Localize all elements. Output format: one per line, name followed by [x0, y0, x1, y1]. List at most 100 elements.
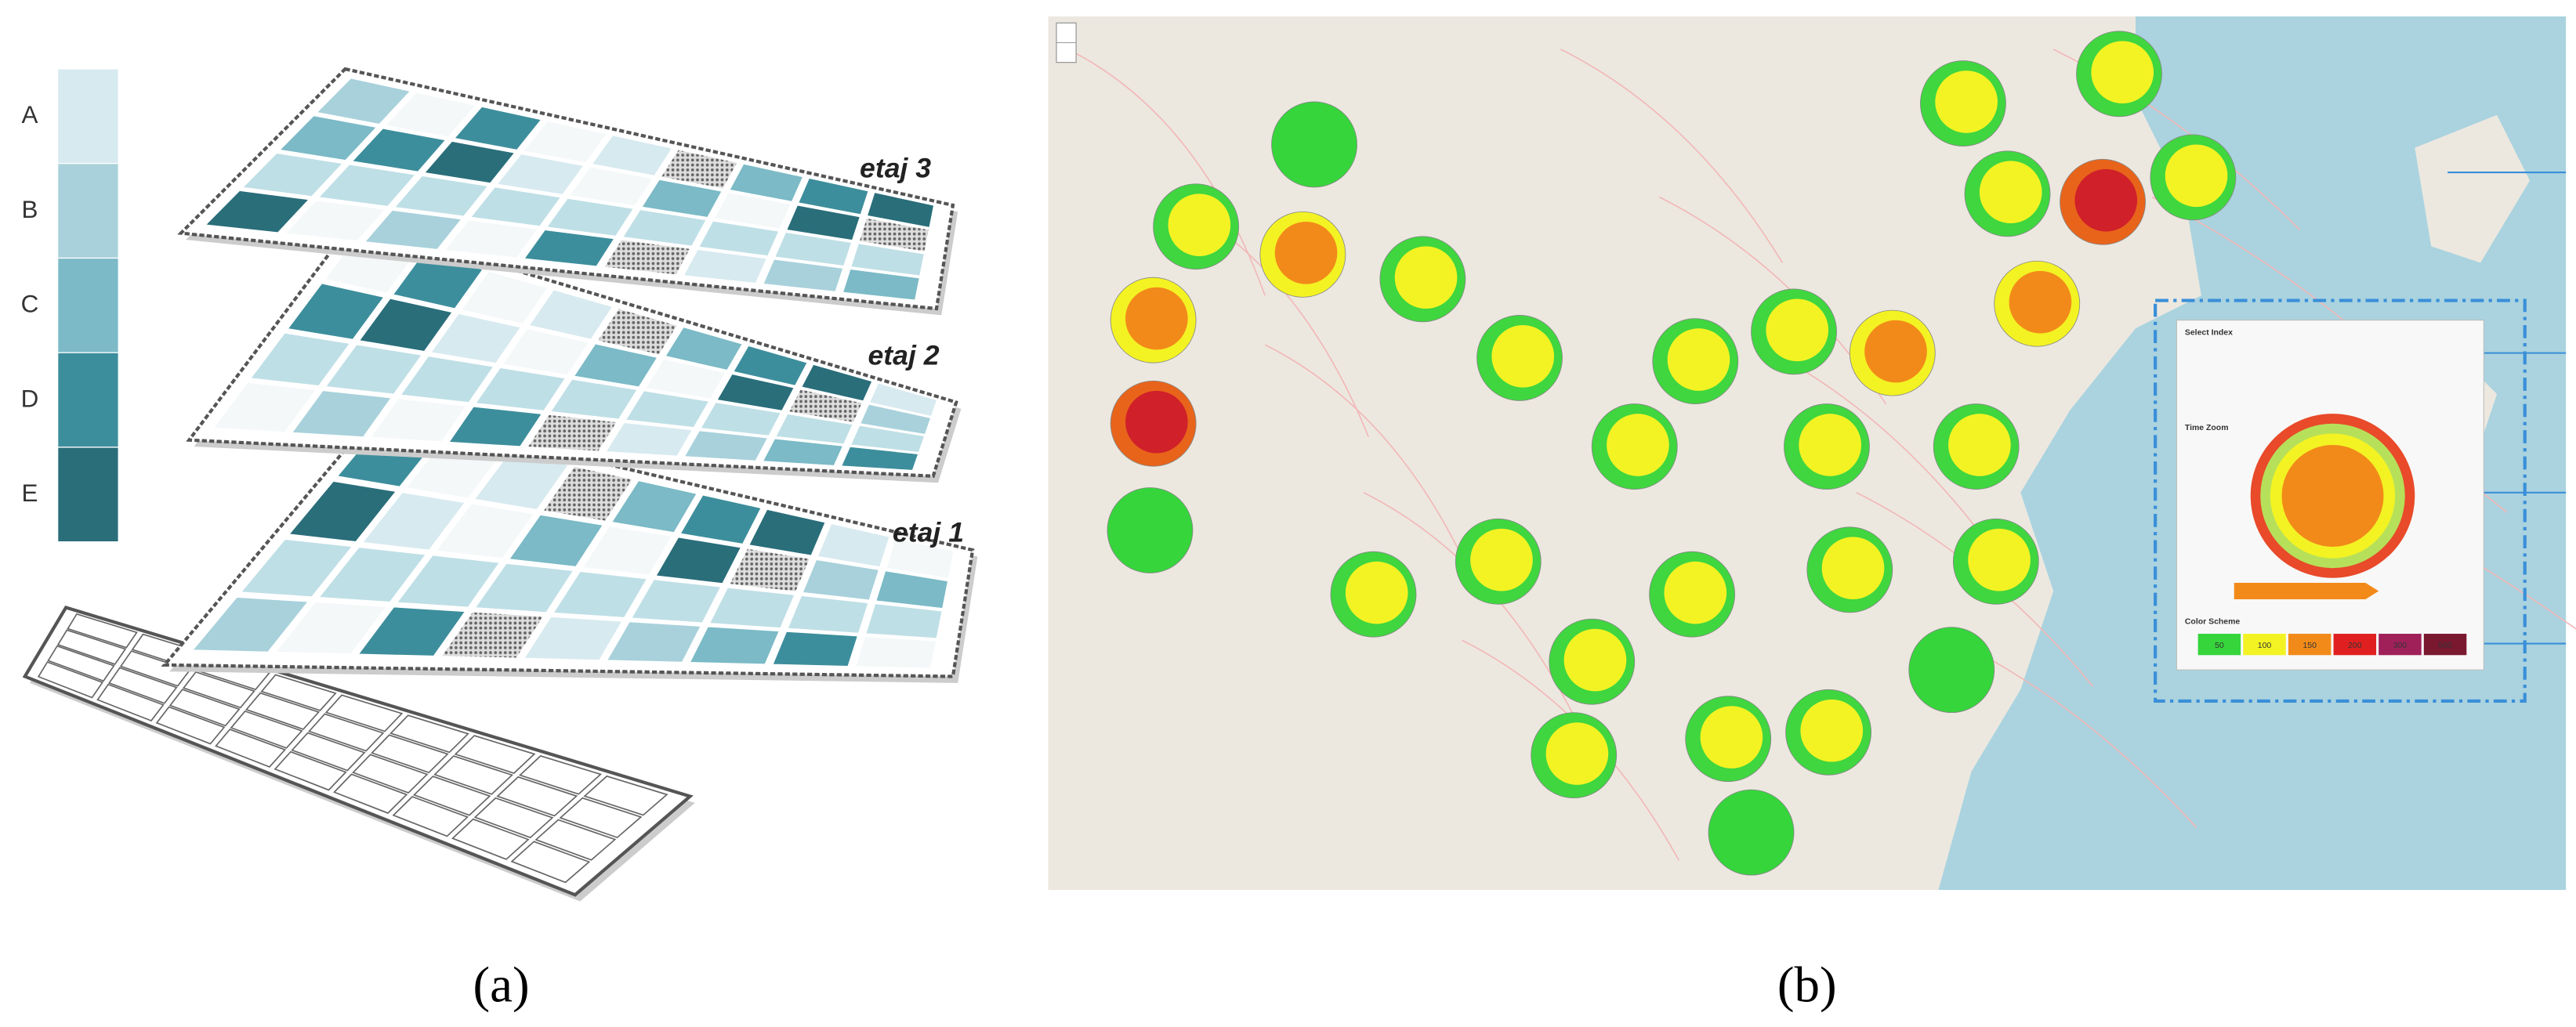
- room: [527, 414, 618, 452]
- scheme-label: 50: [2215, 642, 2224, 650]
- room: [850, 425, 926, 454]
- floor-plan: [22, 606, 695, 902]
- room: [610, 480, 697, 533]
- room: [858, 217, 930, 252]
- city-core: [2009, 270, 2072, 334]
- room: [212, 382, 317, 433]
- city-core: [1721, 797, 1788, 864]
- room: [518, 755, 603, 795]
- room: [274, 750, 347, 791]
- city-core: [1799, 414, 1861, 476]
- city-core: [1125, 390, 1188, 454]
- legend-swatch: [57, 257, 119, 353]
- room: [510, 841, 591, 884]
- scheme-label: 200: [2348, 642, 2362, 650]
- sunburst-core: [2281, 444, 2384, 547]
- room: [364, 209, 462, 250]
- city-core: [1935, 71, 1998, 133]
- room: [317, 164, 416, 207]
- room: [435, 503, 535, 559]
- room: [797, 177, 869, 215]
- room: [713, 192, 792, 230]
- city-core: [1821, 537, 1885, 600]
- room: [583, 775, 668, 816]
- room: [474, 562, 574, 613]
- room: [855, 635, 937, 669]
- room: [108, 667, 178, 704]
- room: [284, 200, 386, 242]
- room: [371, 734, 449, 774]
- city-core: [1394, 246, 1458, 309]
- room: [430, 313, 522, 364]
- room: [708, 587, 795, 629]
- room: [545, 197, 635, 237]
- room: [155, 706, 226, 745]
- city-core: [1345, 561, 1408, 624]
- floor-label: etaj 1: [893, 517, 964, 548]
- room: [603, 239, 691, 276]
- room: [788, 389, 864, 423]
- room: [274, 602, 388, 655]
- city-core: [1168, 193, 1231, 256]
- room: [524, 616, 623, 661]
- city-core: [1545, 722, 1609, 785]
- city-core: [1700, 706, 1763, 768]
- room: [689, 626, 780, 665]
- room: [553, 570, 648, 618]
- legend-label: B: [22, 196, 38, 223]
- scheme-swatch: [2197, 634, 2241, 656]
- room: [850, 243, 925, 277]
- city-core: [2074, 168, 2138, 232]
- room: [508, 514, 604, 568]
- room: [392, 796, 469, 837]
- room: [215, 729, 287, 768]
- scheme-swatch: [2288, 634, 2331, 656]
- room: [475, 367, 567, 411]
- legend-label: A: [22, 101, 38, 128]
- scheme-label: 500: [2438, 642, 2452, 650]
- room: [621, 209, 707, 247]
- room: [168, 689, 241, 727]
- room: [683, 248, 768, 284]
- room: [369, 398, 468, 443]
- road: [1067, 49, 1266, 296]
- room: [644, 358, 726, 400]
- scheme-swatch: [2243, 634, 2286, 656]
- city-core: [2165, 144, 2228, 208]
- inset-frame: [2154, 298, 2527, 703]
- room: [842, 268, 920, 301]
- caption: (a): [473, 957, 529, 1014]
- legend-label: C: [21, 291, 39, 318]
- city-core: [1922, 635, 1988, 701]
- room: [786, 204, 861, 241]
- road: [1264, 344, 1473, 579]
- room: [606, 621, 701, 663]
- floor-label: etaj 2: [868, 339, 939, 371]
- room: [444, 219, 539, 259]
- city-core: [1948, 414, 2011, 476]
- room: [631, 579, 722, 624]
- room: [625, 390, 710, 429]
- room: [400, 356, 495, 403]
- room: [700, 402, 782, 436]
- room: [191, 596, 310, 653]
- road: [1560, 49, 1784, 263]
- city-core: [1800, 699, 1864, 762]
- city-core: [2091, 41, 2154, 104]
- legend-swatch: [57, 163, 119, 259]
- room: [772, 631, 859, 667]
- room: [559, 797, 643, 839]
- room: [802, 559, 880, 601]
- room: [245, 692, 321, 730]
- city-core: [1563, 628, 1627, 692]
- room: [351, 128, 447, 172]
- room: [440, 611, 545, 659]
- scheme-swatch: [2379, 634, 2422, 656]
- city-core: [1125, 287, 1188, 350]
- room: [396, 555, 501, 608]
- scheme-swatch: [2333, 634, 2377, 656]
- city-core: [1470, 528, 1533, 591]
- room: [655, 537, 742, 584]
- room: [460, 270, 549, 325]
- room: [393, 175, 489, 217]
